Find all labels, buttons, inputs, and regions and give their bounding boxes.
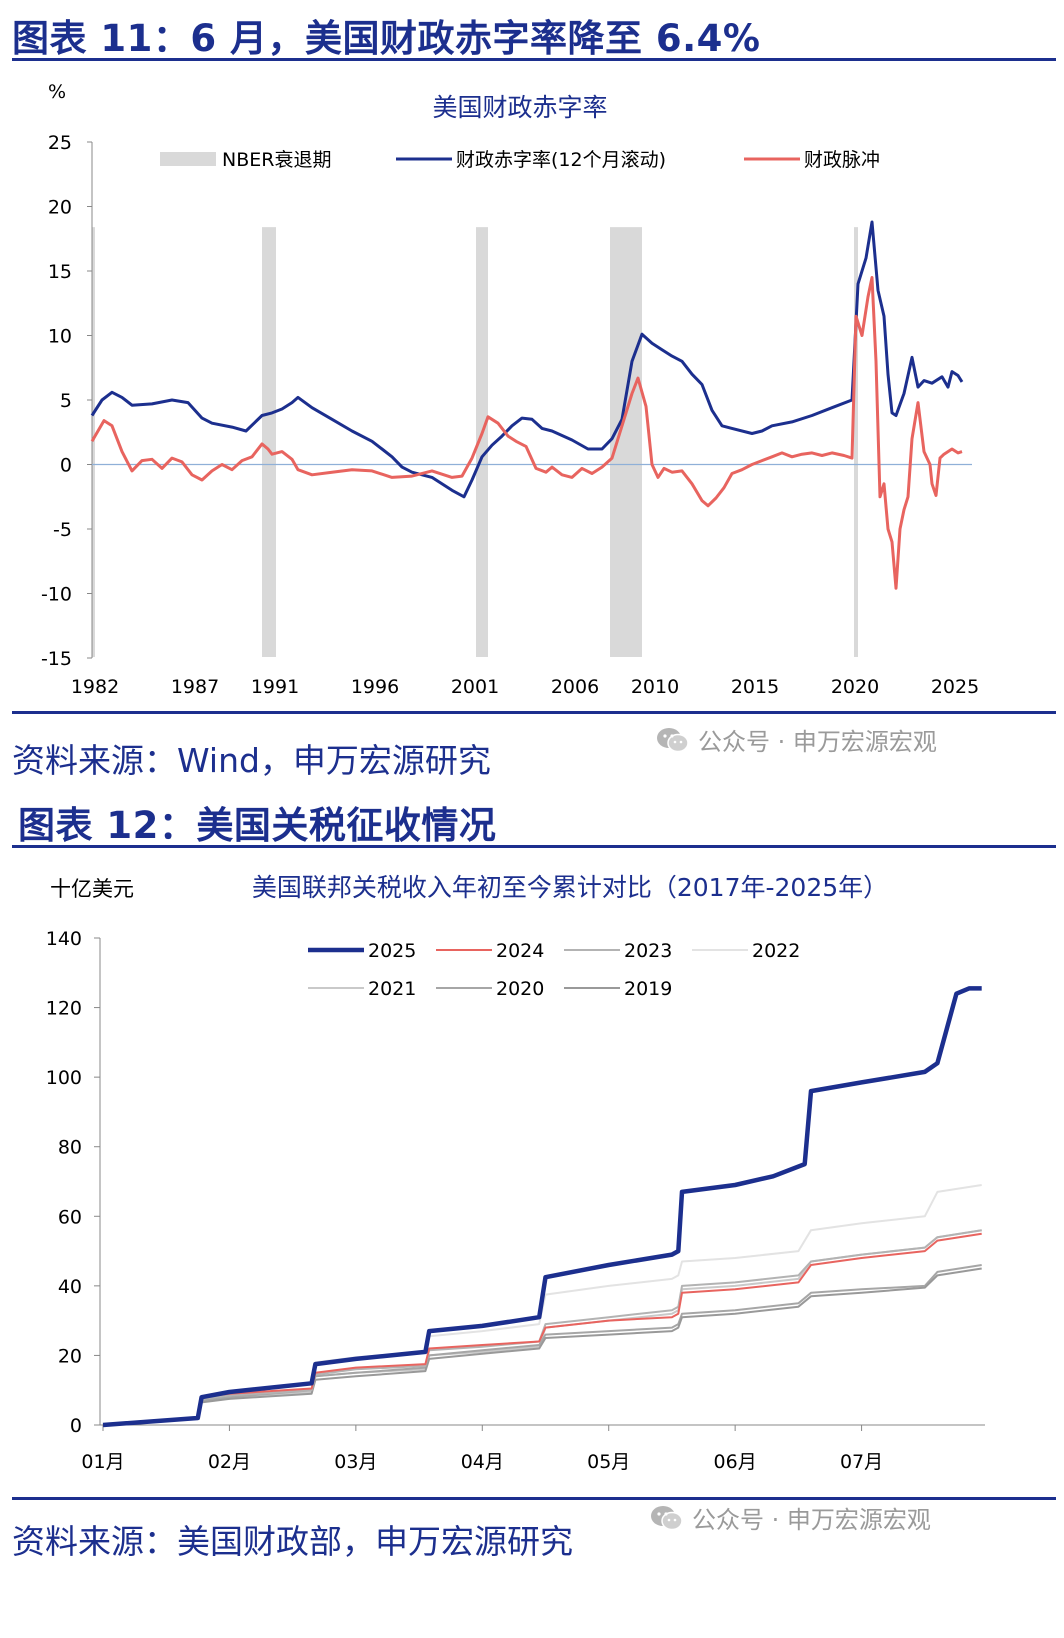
recession-band bbox=[476, 227, 488, 657]
chart2-unit-label: 十亿美元 bbox=[50, 877, 134, 901]
series-line-2019 bbox=[102, 1267, 982, 1426]
legend-label-2025: 2025 bbox=[368, 940, 416, 962]
fiscal-impulse-line bbox=[90, 276, 963, 590]
recession-bands bbox=[92, 227, 858, 657]
legend-label-2024: 2024 bbox=[496, 940, 544, 962]
wechat-icon bbox=[656, 727, 690, 753]
x-tick-label: 02月 bbox=[208, 1451, 251, 1473]
figure-12-heading: 图表 12：美国关税征收情况 bbox=[18, 804, 497, 847]
y-tick-label: 120 bbox=[46, 998, 82, 1020]
chart1-legend: NBER衰退期 财政赤字率(12个月滚动) 财政脉冲 bbox=[160, 149, 880, 171]
chart2-title: 美国联邦关税收入年初至今累计对比（2017年-2025年） bbox=[252, 873, 888, 902]
y-tick-label: 40 bbox=[58, 1276, 82, 1298]
legend-recession-swatch bbox=[160, 152, 216, 166]
y-tick-label: 100 bbox=[46, 1067, 82, 1089]
legend-label-2022: 2022 bbox=[752, 940, 800, 962]
figure-11-heading: 图表 11：6 月，美国财政赤字率降至 6.4% bbox=[12, 17, 761, 60]
y-tick-label: 0 bbox=[60, 455, 72, 477]
chart2-legend: 2025 2024 2023 2022 2021 2020 2019 bbox=[308, 940, 800, 1000]
figure-11-bottom-rule bbox=[12, 711, 1056, 714]
deficit-rate-line bbox=[90, 220, 964, 499]
chart1-title: 美国财政赤字率 bbox=[432, 93, 607, 122]
figure-11-watermark: 公众号 · 申万宏源宏观 bbox=[656, 722, 937, 757]
y-tick-label: 60 bbox=[58, 1206, 82, 1228]
x-tick-label: 1987 bbox=[171, 676, 219, 698]
y-tick-label: 20 bbox=[58, 1345, 82, 1367]
figure-12-source: 资料来源：美国财政部，申万宏源研究 bbox=[12, 1522, 573, 1561]
chart2-axes: 140 120 100 80 60 40 20 0 01月 02月 03月 04月 05月 06月 07月 bbox=[46, 928, 985, 1473]
x-tick-label: 2015 bbox=[731, 676, 779, 698]
x-tick-label: 07月 bbox=[840, 1451, 883, 1473]
y-tick-label: 20 bbox=[48, 197, 72, 219]
x-tick-label: 1991 bbox=[251, 676, 299, 698]
legend-label-2019: 2019 bbox=[624, 978, 672, 1000]
recession-band bbox=[92, 227, 95, 657]
tariff-chart: 十亿美元 美国联邦关税收入年初至今累计对比（2017年-2025年） 140 12… bbox=[46, 873, 985, 1473]
chart1-unit-label: % bbox=[48, 81, 66, 103]
recession-band bbox=[262, 227, 276, 657]
y-tick-label: 140 bbox=[46, 928, 82, 950]
series-line-2023 bbox=[102, 1229, 982, 1426]
x-tick-label: 2025 bbox=[931, 676, 979, 698]
x-tick-label: 1996 bbox=[351, 676, 399, 698]
watermark-text: 公众号 · 申万宏源宏观 bbox=[692, 1506, 931, 1534]
series-line-2024 bbox=[102, 1232, 982, 1426]
x-tick-label: 1982 bbox=[71, 676, 119, 698]
figure-12-bottom-rule bbox=[12, 1497, 1056, 1500]
watermark-text: 公众号 · 申万宏源宏观 bbox=[698, 728, 937, 756]
figure-12-watermark: 公众号 · 申万宏源宏观 bbox=[650, 1500, 931, 1535]
x-tick-label: 2001 bbox=[451, 676, 499, 698]
x-tick-label: 03月 bbox=[334, 1451, 377, 1473]
y-tick-label: 25 bbox=[48, 132, 72, 154]
x-tick-label: 2010 bbox=[631, 676, 679, 698]
chart2-series bbox=[102, 986, 982, 1428]
legend-recession-label: NBER衰退期 bbox=[222, 149, 331, 171]
legend-impulse-label: 财政脉冲 bbox=[804, 149, 880, 171]
y-tick-label: 5 bbox=[60, 390, 72, 412]
x-tick-label: 2020 bbox=[831, 676, 879, 698]
y-tick-label: 0 bbox=[70, 1415, 82, 1437]
x-tick-label: 2006 bbox=[551, 676, 599, 698]
y-tick-label: 10 bbox=[48, 326, 72, 348]
figure-12-top-rule bbox=[12, 845, 1056, 848]
legend-label-2021: 2021 bbox=[368, 978, 416, 1000]
y-tick-label: -15 bbox=[41, 648, 72, 670]
recession-band bbox=[854, 227, 858, 657]
figure-11-source: 资料来源：Wind，申万宏源研究 bbox=[12, 741, 491, 780]
y-tick-label: -10 bbox=[41, 584, 72, 606]
series-line-2025 bbox=[102, 986, 982, 1428]
y-tick-label: 80 bbox=[58, 1137, 82, 1159]
chart1-series bbox=[90, 220, 964, 590]
legend-deficit-label: 财政赤字率(12个月滚动) bbox=[456, 149, 666, 171]
y-tick-label: -5 bbox=[53, 519, 72, 541]
x-tick-label: 04月 bbox=[461, 1451, 504, 1473]
legend-label-2023: 2023 bbox=[624, 940, 672, 962]
x-tick-label: 06月 bbox=[714, 1451, 757, 1473]
figure-11-top-rule bbox=[12, 58, 1056, 61]
recession-band bbox=[610, 227, 642, 657]
y-tick-label: 15 bbox=[48, 261, 72, 283]
wechat-icon bbox=[650, 1505, 684, 1531]
legend-label-2020: 2020 bbox=[496, 978, 544, 1000]
x-tick-label: 01月 bbox=[81, 1451, 124, 1473]
x-tick-label: 05月 bbox=[587, 1451, 630, 1473]
